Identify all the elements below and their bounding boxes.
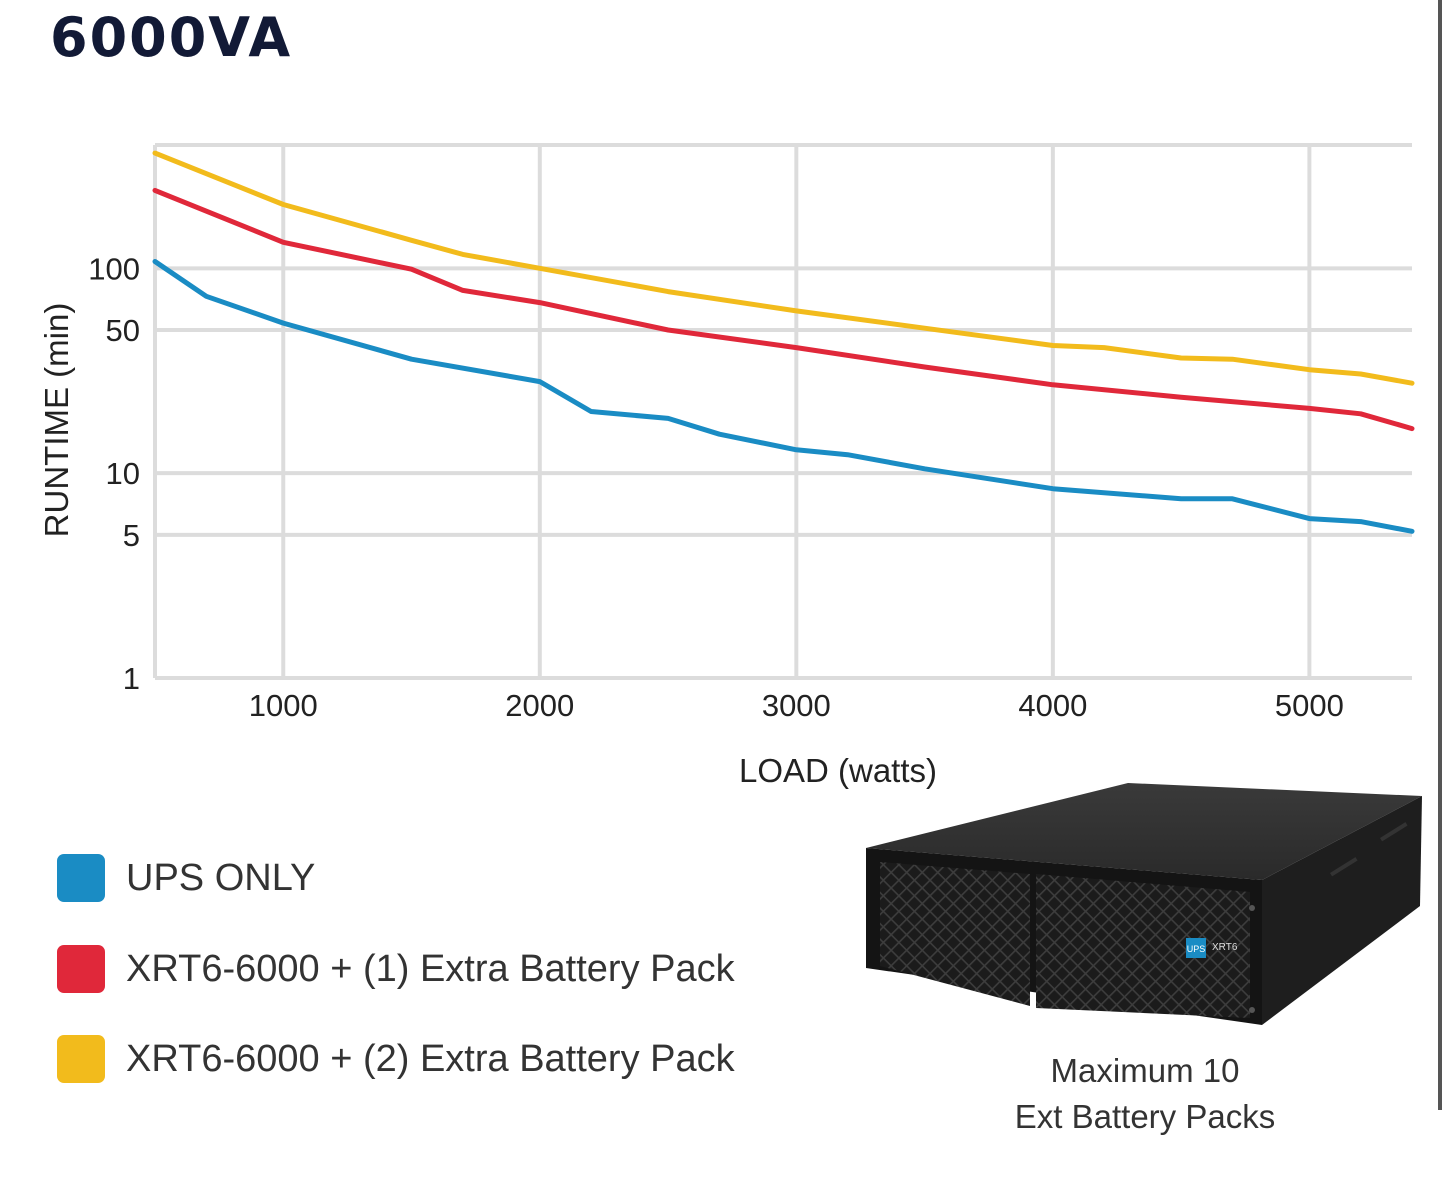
product-vent <box>1380 822 1408 842</box>
x-tick-labels: 1000 2000 3000 4000 5000 <box>249 688 1344 723</box>
y-axis-label: RUNTIME (min) <box>38 303 75 538</box>
legend-label: UPS ONLY <box>126 856 316 899</box>
product-side-face <box>1262 796 1422 1025</box>
series-line-0 <box>152 259 1415 534</box>
chart-grid <box>153 143 1412 680</box>
x-tick-label: 1000 <box>249 688 318 723</box>
product-badge-text: UPS <box>1187 944 1206 954</box>
legend-swatch-blue <box>57 854 105 902</box>
y-tick-label: 50 <box>106 313 140 348</box>
product-screw <box>1249 1007 1255 1013</box>
product-caption: Maximum 10 Ext Battery Packs <box>940 1048 1350 1140</box>
series-line-2 <box>152 150 1415 386</box>
battery-pack-product-image: UPS XRT6 <box>866 783 1422 1025</box>
y-tick-label: 1 <box>123 661 140 696</box>
x-tick-label: 4000 <box>1018 688 1087 723</box>
legend-label: XRT6-6000 + (2) Extra Battery Pack <box>126 1037 735 1080</box>
series-line-1 <box>152 187 1415 432</box>
x-tick-label: 2000 <box>505 688 574 723</box>
y-tick-label: 5 <box>123 518 140 553</box>
y-tick-labels: 1 5 10 50 100 <box>88 251 140 696</box>
legend-swatch-yellow <box>57 1035 105 1083</box>
right-edge-divider <box>1438 0 1442 1110</box>
product-badge <box>1186 938 1206 958</box>
product-screw <box>1249 905 1255 911</box>
product-model-text: XRT6 <box>1212 942 1238 953</box>
x-axis-label: LOAD (watts) <box>739 752 937 789</box>
x-tick-label: 5000 <box>1275 688 1344 723</box>
product-grille-right <box>1036 874 1250 1018</box>
y-tick-label: 10 <box>106 456 140 491</box>
y-tick-label: 100 <box>88 251 140 286</box>
page-title: 6000VA <box>50 6 293 69</box>
legend-swatch-red <box>57 945 105 993</box>
chart-series <box>152 150 1415 534</box>
x-tick-label: 3000 <box>762 688 831 723</box>
product-grille-left <box>880 862 1030 1006</box>
legend-item-ups-only: UPS ONLY <box>57 852 315 904</box>
product-vent <box>1329 857 1358 877</box>
legend-item-two-battery-packs: XRT6-6000 + (2) Extra Battery Pack <box>57 1033 735 1085</box>
caption-line-2: Ext Battery Packs <box>1014 1098 1276 1135</box>
caption-line-1: Maximum 10 <box>1050 1052 1240 1089</box>
legend-label: XRT6-6000 + (1) Extra Battery Pack <box>126 947 735 990</box>
product-top-face <box>866 783 1422 880</box>
legend-item-one-battery-pack: XRT6-6000 + (1) Extra Battery Pack <box>57 943 735 995</box>
runtime-chart: 1 5 10 50 100 1000 2000 3000 4000 5000 RUNTIME (… <box>38 143 1415 789</box>
